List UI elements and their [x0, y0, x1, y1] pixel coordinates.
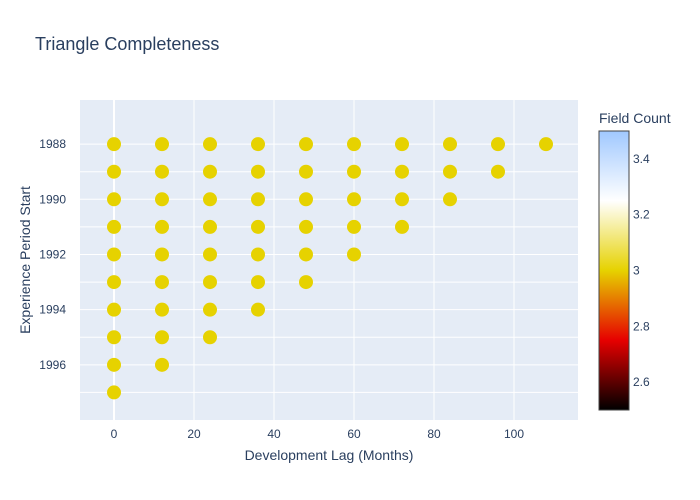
data-point — [299, 247, 313, 262]
x-tick-label: 80 — [427, 427, 441, 441]
y-tick-label: 1988 — [39, 137, 66, 151]
data-point — [203, 164, 217, 179]
data-point — [107, 357, 121, 372]
x-tick-label: 40 — [267, 427, 281, 441]
data-point — [395, 164, 409, 179]
data-point — [107, 247, 121, 262]
colorbar-tick-label: 2.8 — [633, 319, 650, 333]
data-point — [107, 219, 121, 234]
data-point — [107, 275, 121, 290]
data-point — [203, 247, 217, 262]
data-point — [299, 219, 313, 234]
data-point — [251, 164, 265, 179]
data-point — [491, 137, 505, 152]
data-point — [491, 164, 505, 179]
x-tick-label: 60 — [347, 427, 361, 441]
data-point — [155, 192, 169, 207]
data-point — [203, 275, 217, 290]
data-point — [347, 219, 361, 234]
y-tick-label: 1990 — [39, 192, 66, 206]
markers — [107, 137, 553, 400]
y-tick-label: 1992 — [39, 247, 66, 261]
x-axis-ticks: 0 20 40 60 80 100 — [111, 427, 525, 441]
data-point — [155, 302, 169, 317]
data-point — [107, 302, 121, 317]
x-tick-label: 20 — [187, 427, 201, 441]
data-point — [203, 192, 217, 207]
data-point — [155, 137, 169, 152]
data-point — [443, 164, 457, 179]
data-point — [203, 302, 217, 317]
data-point — [251, 137, 265, 152]
data-point — [203, 219, 217, 234]
data-point — [347, 164, 361, 179]
data-point — [107, 330, 121, 345]
data-point — [347, 137, 361, 152]
data-point — [107, 385, 121, 400]
data-point — [395, 219, 409, 234]
data-point — [155, 247, 169, 262]
data-point — [443, 137, 457, 152]
colorbar-title: Field Count — [599, 110, 671, 126]
data-point — [251, 192, 265, 207]
data-point — [251, 247, 265, 262]
data-point — [299, 192, 313, 207]
y-axis-label: Experience Period Start — [17, 186, 33, 334]
chart-title: Triangle Completeness — [35, 34, 219, 54]
data-point — [155, 164, 169, 179]
y-axis-ticks: 1988 1990 1992 1994 1996 — [39, 137, 66, 372]
data-point — [107, 164, 121, 179]
colorbar — [598, 130, 630, 411]
data-point — [395, 192, 409, 207]
data-point — [299, 164, 313, 179]
y-tick-label: 1996 — [39, 358, 66, 372]
x-tick-label: 100 — [504, 427, 524, 441]
x-axis-label: Development Lag (Months) — [245, 447, 414, 463]
data-point — [203, 330, 217, 345]
data-point — [251, 219, 265, 234]
data-point — [155, 275, 169, 290]
data-point — [395, 137, 409, 152]
data-point — [155, 330, 169, 345]
data-point — [299, 275, 313, 290]
data-point — [251, 275, 265, 290]
data-point — [155, 219, 169, 234]
data-point — [251, 302, 265, 317]
data-point — [107, 192, 121, 207]
data-point — [203, 137, 217, 152]
data-point — [299, 137, 313, 152]
data-point — [539, 137, 553, 152]
data-point — [347, 192, 361, 207]
y-tick-label: 1994 — [39, 303, 66, 317]
data-point — [107, 137, 121, 152]
colorbar-tick-label: 3.4 — [633, 152, 650, 166]
x-tick-label: 0 — [111, 427, 118, 441]
data-point — [443, 192, 457, 207]
colorbar-tick-label: 2.6 — [633, 375, 650, 389]
colorbar-tick-label: 3 — [633, 264, 640, 278]
data-point — [347, 247, 361, 262]
colorbar-tick-label: 3.2 — [633, 208, 650, 222]
data-point — [155, 357, 169, 372]
colorbar-ticks: 2.6 2.8 3 3.2 3.4 — [633, 152, 650, 389]
